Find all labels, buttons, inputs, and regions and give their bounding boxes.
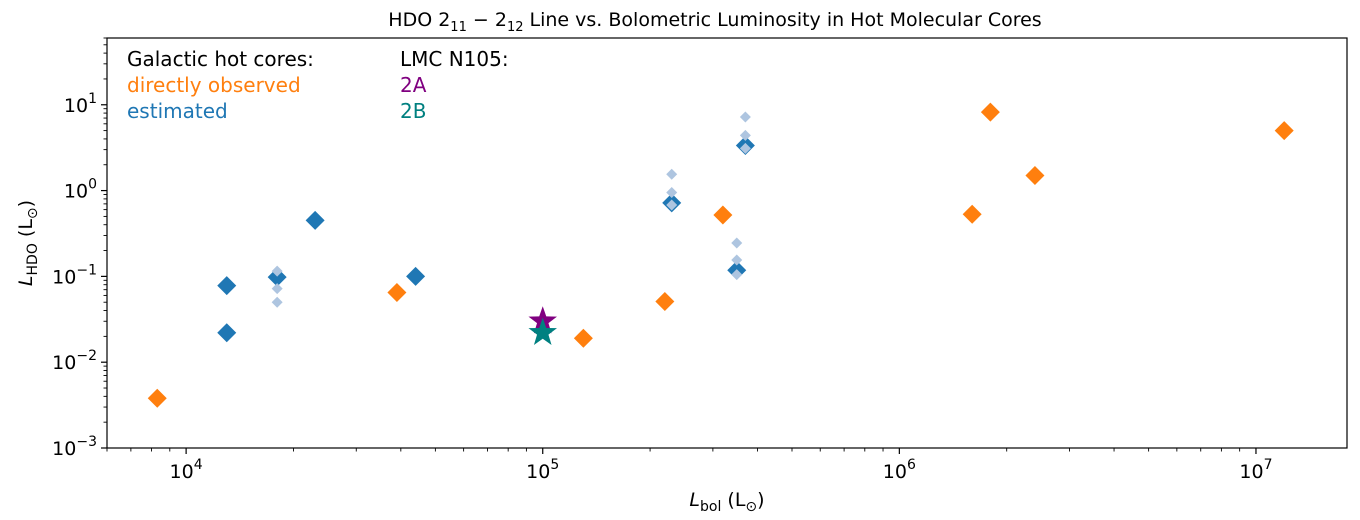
marker-estimated [217, 276, 237, 296]
marker-directly-observed [573, 328, 593, 348]
y-axis-label: LHDO (L⊙) [15, 200, 41, 286]
marker-estimated-range [731, 269, 743, 281]
data-points [147, 102, 1294, 408]
marker-estimated-range [731, 237, 743, 249]
y-tick-label: 10−2 [52, 348, 97, 374]
marker-directly-observed [1274, 121, 1294, 141]
marker-estimated-range [739, 129, 751, 141]
y-tick-label: 100 [64, 177, 97, 203]
legend-entry-2b: 2B [400, 99, 426, 123]
marker-directly-observed [713, 205, 733, 225]
y-tick-label: 101 [64, 91, 97, 117]
legend-heading-lmc: LMC N105: [400, 47, 509, 71]
marker-2b [528, 317, 557, 345]
x-tick-label: 107 [1239, 457, 1272, 483]
marker-estimated [406, 266, 426, 286]
marker-estimated-range [271, 296, 283, 308]
legend-entry-directly-observed: directly observed [127, 73, 301, 97]
marker-estimated-range [666, 199, 678, 211]
marker-estimated [217, 323, 237, 343]
marker-directly-observed [387, 282, 407, 302]
marker-estimated [267, 267, 287, 287]
legend-entry-estimated: estimated [127, 99, 228, 123]
x-tick-label: 104 [170, 457, 203, 483]
marker-directly-observed [980, 102, 1000, 122]
marker-directly-observed [147, 388, 167, 408]
marker-estimated [305, 210, 325, 230]
marker-estimated-range [739, 142, 751, 154]
x-axis: 104 105 106 107 [106, 448, 1273, 483]
marker-directly-observed [962, 204, 982, 224]
x-tick-label: 106 [883, 457, 916, 483]
x-axis-label: Lbol (L⊙) [689, 489, 764, 515]
marker-estimated-range [666, 186, 678, 198]
plot-frame [106, 37, 1348, 449]
marker-estimated-range [666, 168, 678, 180]
marker-estimated-range [271, 283, 283, 295]
legend-heading-galactic: Galactic hot cores: [127, 47, 314, 71]
chart-title: HDO 211 − 212 Line vs. Bolometric Lumino… [388, 9, 1041, 35]
legend-entry-2a: 2A [400, 73, 427, 97]
marker-directly-observed [655, 291, 675, 311]
y-tick-label: 10−3 [52, 434, 97, 460]
marker-estimated-range [731, 254, 743, 266]
marker-estimated-range [739, 111, 751, 123]
marker-directly-observed [1025, 165, 1045, 185]
x-tick-label: 105 [526, 457, 559, 483]
y-tick-label: 10−1 [52, 262, 97, 288]
legend: Galactic hot cores: directly observed es… [127, 47, 509, 123]
y-axis: 10−3 10−2 10−1 100 101 [52, 37, 107, 460]
marker-estimated-range [271, 265, 283, 277]
